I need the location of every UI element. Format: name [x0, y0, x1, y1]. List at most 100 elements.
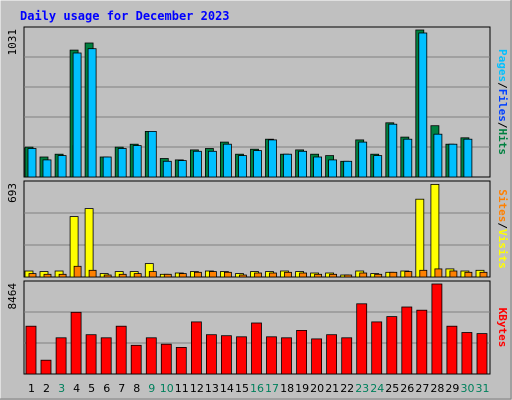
- bar-kbytes-day-25: [386, 316, 398, 375]
- bar-sites-day-22: [344, 274, 353, 278]
- bar-kbytes-day-30: [461, 332, 473, 375]
- bar-kbytes-day-27: [416, 309, 428, 375]
- x-axis-label-day-2: 2: [43, 382, 50, 395]
- bar-sites-day-31: [479, 271, 488, 278]
- bar-sites-day-17: [269, 272, 277, 278]
- bar-sites-day-6: [103, 274, 112, 278]
- bar-pages-day-29: [448, 143, 458, 178]
- x-axis-label-day-13: 13: [205, 382, 219, 395]
- x-axis-label-day-6: 6: [103, 382, 110, 395]
- axis-title-part-slash: /: [496, 82, 509, 89]
- y-axis-max-label: 8464: [6, 283, 19, 310]
- x-axis-label-day-29: 29: [445, 382, 459, 395]
- bar-pages-day-2: [42, 159, 52, 178]
- x-axis-label-day-26: 26: [400, 382, 414, 395]
- bar-kbytes-day-14: [220, 335, 232, 375]
- x-axis-label-day-16: 16: [250, 382, 264, 395]
- axis-title-part-files: Files: [496, 89, 509, 122]
- bar-pages-day-26: [403, 138, 413, 178]
- bar-pages-day-21: [328, 159, 338, 178]
- bar-kbytes-day-24: [371, 321, 383, 375]
- bar-sites-day-10: [163, 273, 172, 278]
- bar-sites-day-15: [239, 274, 247, 278]
- bar-pages-day-20: [313, 156, 323, 178]
- bar-pages-day-24: [373, 155, 383, 178]
- bar-sites-day-5: [88, 269, 97, 278]
- bar-sites-day-2: [43, 273, 52, 278]
- bar-sites-day-9: [148, 271, 157, 278]
- bar-kbytes-day-16: [251, 322, 262, 375]
- bar-pages-day-4: [72, 52, 82, 178]
- bar-pages-day-9: [147, 130, 157, 178]
- x-axis-label-day-7: 7: [118, 382, 125, 395]
- x-axis-label-day-18: 18: [280, 382, 294, 395]
- bar-pages-day-11: [177, 160, 187, 178]
- panel-plot-area: [23, 180, 491, 278]
- bar-kbytes-day-22: [341, 337, 353, 375]
- x-axis-label-day-23: 23: [355, 382, 369, 395]
- bar-pages-day-22: [343, 160, 353, 178]
- x-axis-label-day-14: 14: [220, 382, 234, 395]
- x-axis-label-day-4: 4: [73, 382, 80, 395]
- bar-kbytes-day-13: [205, 334, 217, 375]
- x-axis-label-day-19: 19: [295, 382, 309, 395]
- bar-pages-day-5: [87, 48, 97, 178]
- bar-sites-day-28: [434, 268, 443, 278]
- y-axis-max-label: 693: [6, 183, 19, 203]
- bar-pages-day-27: [418, 32, 428, 178]
- bar-pages-day-23: [358, 141, 368, 178]
- bar-sites-day-14: [223, 271, 232, 278]
- bar-pages-day-3: [57, 155, 67, 178]
- panel-sites_visits: 693 Sites/Visits: [6, 180, 509, 278]
- axis-title-part-pages: Pages: [496, 49, 509, 82]
- bar-pages-day-7: [117, 148, 127, 178]
- bar-pages-day-18: [283, 153, 292, 178]
- bar-sites-day-20: [314, 273, 323, 278]
- bar-kbytes-day-3: [55, 337, 67, 375]
- x-axis-label-day-22: 22: [340, 382, 354, 395]
- bar-kbytes-day-5: [85, 334, 97, 375]
- axis-title-part-visits: Visits: [496, 229, 509, 269]
- bar-pages-day-17: [268, 139, 277, 178]
- chart-title: Daily usage for December 2023: [20, 9, 230, 23]
- bar-sites-day-30: [464, 271, 473, 278]
- bar-pages-day-16: [253, 150, 262, 178]
- bar-sites-day-29: [449, 270, 458, 278]
- bar-kbytes-day-19: [296, 329, 308, 375]
- bar-sites-day-1: [28, 273, 37, 278]
- bar-kbytes-day-21: [326, 334, 338, 375]
- bar-kbytes-day-23: [356, 303, 368, 375]
- bar-sites-day-7: [118, 273, 127, 278]
- x-axis-label-day-15: 15: [235, 382, 249, 395]
- x-axis-label-day-10: 10: [160, 382, 174, 395]
- x-axis-label-day-20: 20: [310, 382, 324, 395]
- bar-sites-day-8: [133, 273, 142, 278]
- bar-kbytes-day-15: [236, 336, 247, 375]
- bar-sites-day-21: [329, 273, 338, 278]
- x-axis-label-day-21: 21: [325, 382, 339, 395]
- panel-axis-title: KBytes: [496, 308, 509, 348]
- x-axis-label-day-25: 25: [385, 382, 399, 395]
- panel-axis-title: Sites/Visits: [496, 189, 509, 269]
- x-axis-label-day-5: 5: [88, 382, 95, 395]
- bar-sites-day-24: [374, 273, 383, 278]
- x-axis-label-day-1: 1: [28, 382, 35, 395]
- bar-kbytes-day-26: [401, 306, 413, 375]
- bar-kbytes-day-20: [311, 338, 323, 375]
- x-axis-label-day-11: 11: [175, 382, 189, 395]
- bar-pages-day-14: [222, 143, 232, 178]
- bar-kbytes-day-4: [70, 311, 82, 375]
- x-axis-day-labels: 1 2 3 4 5 6 7 8 9 10 11 12 13 14 15 16 17 18 19 20 21 22 23 24 2…: [28, 382, 490, 395]
- bar-sites-day-3: [58, 273, 67, 278]
- panel-kbytes: 8464 KBytes: [6, 280, 509, 375]
- bar-kbytes-day-18: [281, 337, 292, 375]
- bar-visits-day-28: [430, 183, 440, 278]
- bar-sites-day-26: [404, 271, 413, 278]
- bar-sites-day-25: [389, 271, 398, 278]
- bar-kbytes-day-31: [476, 333, 488, 375]
- x-axis-label-day-3: 3: [58, 382, 65, 395]
